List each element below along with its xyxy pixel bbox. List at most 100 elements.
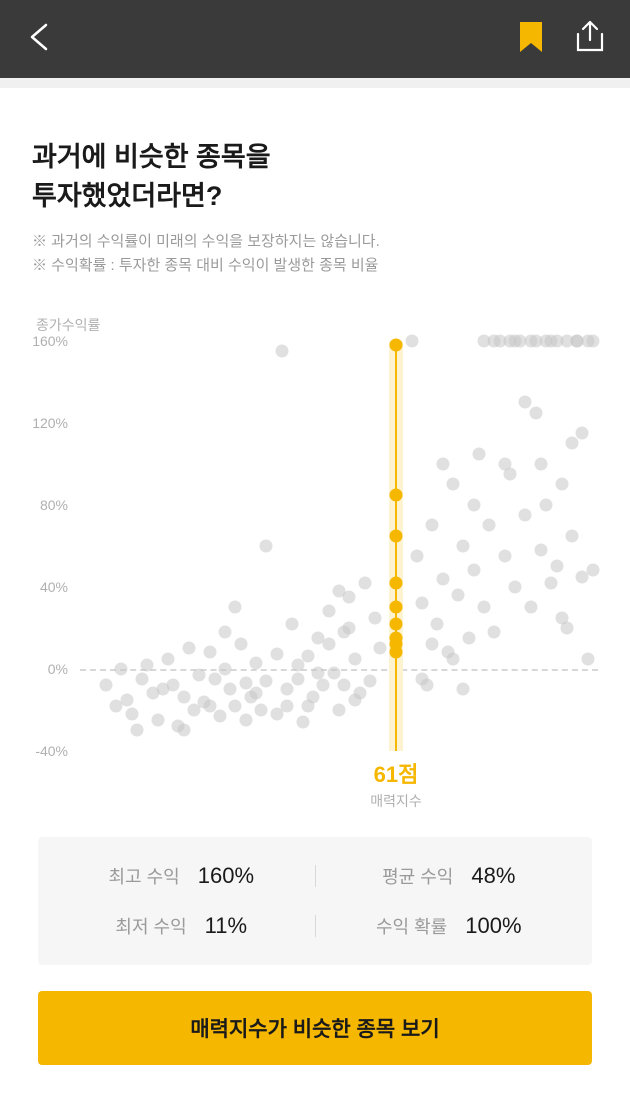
page-title: 과거에 비슷한 종목을 투자했었더라면? [32, 138, 598, 216]
data-point [343, 621, 356, 634]
stat-prob-label: 수익 확률 [376, 913, 447, 939]
data-point [229, 601, 242, 614]
data-point [478, 601, 491, 614]
data-point [301, 699, 314, 712]
data-point [322, 605, 335, 618]
stat-max-value: 160% [198, 863, 254, 889]
score-value: 61점 [366, 757, 426, 789]
data-point [203, 699, 216, 712]
data-point [270, 648, 283, 661]
data-point [296, 716, 309, 729]
score-sub-label: 매력지수 [366, 791, 426, 811]
bookmark-icon[interactable] [516, 20, 546, 59]
data-point [270, 707, 283, 720]
data-point [250, 656, 263, 669]
scatter-chart: -40%0%40%80%120%160% [80, 341, 598, 751]
data-point [566, 529, 579, 542]
data-point [457, 539, 470, 552]
stat-avg: 평균 수익 48% [316, 863, 583, 889]
data-point [203, 646, 216, 659]
data-point [167, 679, 180, 692]
y-tick-label: 40% [40, 579, 68, 595]
data-point [136, 673, 149, 686]
data-point [177, 724, 190, 737]
data-point [234, 638, 247, 651]
highlight-line [395, 341, 397, 751]
score-label: 61점 매력지수 [32, 757, 598, 811]
data-point [415, 673, 428, 686]
y-tick-label: 160% [32, 333, 68, 349]
data-point [281, 683, 294, 696]
data-point [338, 679, 351, 692]
data-point [457, 683, 470, 696]
stat-prob-value: 100% [465, 913, 521, 939]
data-point [581, 652, 594, 665]
data-point [162, 652, 175, 665]
data-point [120, 693, 133, 706]
data-point [488, 625, 501, 638]
data-point [317, 679, 330, 692]
data-point [291, 673, 304, 686]
data-point [276, 345, 289, 358]
data-point [151, 714, 164, 727]
data-point [260, 539, 273, 552]
stat-prob: 수익 확률 100% [316, 913, 583, 939]
data-point [586, 334, 599, 347]
data-point [545, 334, 558, 347]
chart-section: 종가수익률 -40%0%40%80%120%160% 61점 매력지수 [32, 315, 598, 811]
stats-box: 최고 수익 160% 평균 수익 48% 최저 수익 11% 수익 확률 100… [38, 837, 592, 965]
data-point [410, 550, 423, 563]
data-point [467, 564, 480, 577]
disclaimer-2: ※ 수익확률 : 투자한 종목 대비 수익이 발생한 종목 비율 [32, 254, 598, 277]
y-tick-label: 0% [48, 661, 68, 677]
data-point [219, 625, 232, 638]
header-right [516, 20, 606, 59]
data-point [224, 683, 237, 696]
data-point [576, 570, 589, 583]
data-point [498, 457, 511, 470]
data-point [291, 658, 304, 671]
back-arrow-icon[interactable] [24, 19, 60, 60]
title-line-1: 과거에 비슷한 종목을 [32, 142, 271, 172]
view-similar-button[interactable]: 매력지수가 비슷한 종목 보기 [38, 991, 592, 1065]
title-line-2: 투자했었더라면? [32, 181, 222, 211]
main-content: 과거에 비슷한 종목을 투자했었더라면? ※ 과거의 수익률이 미래의 수익을 … [0, 88, 630, 1089]
data-point [125, 707, 138, 720]
highlight-data-point [389, 646, 402, 659]
data-point [358, 576, 371, 589]
data-point [483, 519, 496, 532]
disclaimer-1: ※ 과거의 수익률이 미래의 수익을 보장하지는 않습니다. [32, 230, 598, 253]
stat-max-label: 최고 수익 [108, 863, 179, 889]
data-point [509, 580, 522, 593]
highlight-data-point [389, 601, 402, 614]
data-point [436, 457, 449, 470]
highlight-data-point [389, 617, 402, 630]
data-point [115, 662, 128, 675]
data-point [327, 666, 340, 679]
data-point [405, 334, 418, 347]
data-point [348, 693, 361, 706]
highlight-data-point [389, 576, 402, 589]
y-tick-label: 120% [32, 415, 68, 431]
highlight-data-point [389, 529, 402, 542]
data-point [555, 611, 568, 624]
data-point [348, 652, 361, 665]
share-icon[interactable] [574, 20, 606, 59]
data-point [312, 666, 325, 679]
data-point [99, 679, 112, 692]
data-point [535, 543, 548, 556]
data-point [535, 457, 548, 470]
highlight-data-point [389, 338, 402, 351]
data-point [219, 662, 232, 675]
data-point [488, 334, 501, 347]
data-point [415, 597, 428, 610]
data-point [286, 617, 299, 630]
data-point [519, 396, 532, 409]
stat-avg-value: 48% [471, 863, 515, 889]
data-point [524, 334, 537, 347]
data-point [524, 601, 537, 614]
app-header [0, 0, 630, 78]
stat-max: 최고 수익 160% [48, 863, 315, 889]
data-point [333, 584, 346, 597]
data-point [322, 638, 335, 651]
